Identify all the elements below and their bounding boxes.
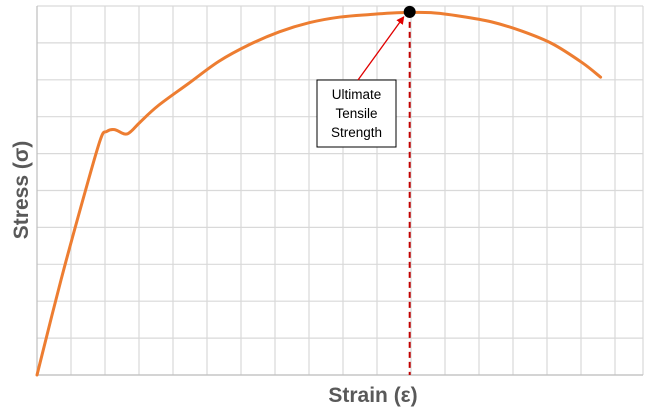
stress-strain-curve [35,10,603,377]
y-axis-title: Stress (σ) [10,141,33,239]
ultimate-strength-marker [403,5,416,18]
x-axis-title: Strain (ε) [328,384,417,407]
annotation-line-1: Ultimate [332,87,382,102]
annotation-layer: Ultimate Tensile Strength [316,16,405,148]
annotation-arrow [357,16,405,81]
grid [37,5,644,376]
annotation-box [316,79,397,148]
annotation-line-2: Tensile [335,106,377,121]
axes [36,6,643,376]
annotation-line-3: Strength [331,125,382,140]
series-layer [35,5,603,377]
